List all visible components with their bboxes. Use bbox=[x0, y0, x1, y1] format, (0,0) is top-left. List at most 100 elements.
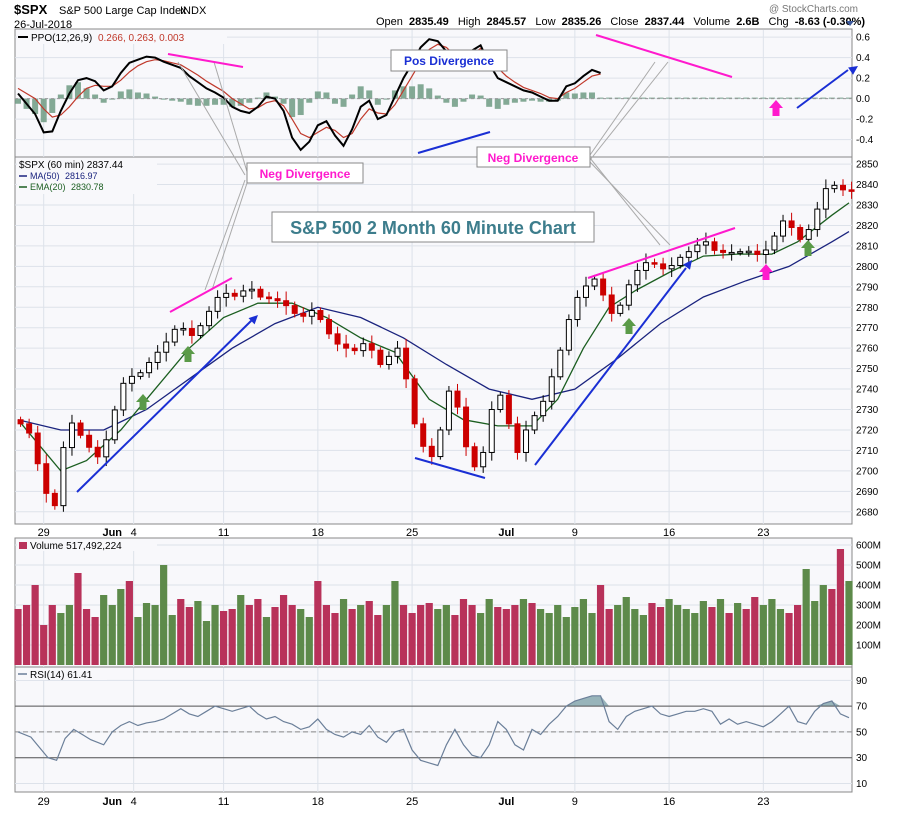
price-pos-divergence-line bbox=[414, 457, 486, 479]
volume-bar bbox=[562, 617, 570, 665]
candle-body bbox=[771, 235, 778, 251]
ppo-histogram-bar bbox=[49, 98, 56, 113]
neg-divergence-box-1 bbox=[246, 162, 364, 184]
ppo-histogram-bar bbox=[529, 98, 536, 101]
xtick-label-0-4: 18 bbox=[312, 527, 324, 539]
ppo-ytick-label-5: -0.4 bbox=[856, 135, 874, 146]
volume-bar bbox=[391, 581, 399, 665]
ppo-histogram-bar bbox=[126, 89, 133, 99]
pos-divergence-label: Pos Divergence bbox=[404, 54, 494, 68]
volume-bar bbox=[220, 611, 228, 665]
volume-bar bbox=[22, 605, 31, 665]
ppo-histogram-bar bbox=[366, 90, 373, 99]
green-up-arrow-icon-1 bbox=[136, 394, 150, 410]
candle-body bbox=[848, 189, 855, 192]
vol-ytick-label-3: 400M bbox=[856, 581, 881, 592]
volume-bar bbox=[399, 605, 408, 665]
open-label: Open bbox=[376, 16, 403, 28]
volume-bar bbox=[579, 599, 588, 665]
ppo-histogram-bar bbox=[571, 93, 578, 99]
ppo-histogram-bar bbox=[443, 98, 450, 103]
volume-bar bbox=[117, 589, 125, 665]
rsi-panel bbox=[14, 666, 853, 793]
ppo-histogram-bar bbox=[83, 88, 90, 99]
xtick-label-0-0: 29 bbox=[38, 527, 50, 539]
volume-bar bbox=[674, 605, 682, 665]
volume-bar bbox=[271, 607, 279, 665]
price-ytick-label-4: 2720 bbox=[856, 425, 879, 436]
candle-body bbox=[617, 304, 624, 314]
price-neg-divergence-line-1 bbox=[169, 277, 233, 313]
volume-bar bbox=[845, 581, 853, 665]
ppo-ytick-label-0: 0.6 bbox=[856, 33, 870, 44]
ppo-histogram-bar bbox=[383, 98, 390, 100]
ppo-histogram-bar bbox=[331, 98, 338, 104]
volume-bar bbox=[665, 599, 673, 665]
candle-body bbox=[840, 184, 847, 191]
ppo-histogram-bar bbox=[40, 98, 47, 123]
volume-bar bbox=[314, 581, 322, 665]
chart-exchange: INDX bbox=[180, 5, 207, 17]
ppo-histogram-bar bbox=[469, 94, 476, 99]
low-label: Low bbox=[535, 16, 555, 28]
volume-bar bbox=[339, 599, 348, 665]
ppo-uptrend-arrow-icon bbox=[848, 66, 858, 75]
chart-index-name: S&P 500 Large Cap Index bbox=[59, 5, 187, 17]
callout-pointer bbox=[589, 161, 671, 246]
high-label: High bbox=[458, 16, 481, 28]
ema20-legend-label: EMA(20) 2830.78 bbox=[30, 182, 104, 192]
volume-bar bbox=[459, 599, 468, 665]
candle-body bbox=[60, 447, 67, 507]
ppo-histogram-bar bbox=[263, 92, 270, 99]
callout-pointer bbox=[589, 157, 661, 246]
candle-body bbox=[642, 262, 649, 271]
ppo-pos-divergence-line bbox=[417, 131, 491, 154]
xtick-label-1-3: 11 bbox=[218, 796, 229, 808]
volume-bar bbox=[177, 599, 185, 665]
ppo-histogram-bar bbox=[657, 97, 664, 99]
volume-bar bbox=[434, 609, 442, 665]
callout-pointer bbox=[589, 61, 669, 161]
ppo-histogram-bar bbox=[400, 86, 407, 99]
volume-bar bbox=[194, 601, 202, 665]
ppo-histogram-bar bbox=[92, 94, 99, 99]
candle-body bbox=[291, 305, 298, 314]
candle-body bbox=[600, 278, 607, 296]
callout-pointer bbox=[204, 179, 246, 291]
volume-bar bbox=[588, 613, 596, 665]
ppo-histogram-bar bbox=[349, 94, 356, 99]
ppo-histogram-bar bbox=[717, 97, 724, 99]
neg-divergence-label-2: Neg Divergence bbox=[488, 151, 579, 165]
watermark: @ StockCharts.com bbox=[769, 4, 858, 15]
candle-body bbox=[334, 333, 341, 345]
uptrend-arrow-icon-2 bbox=[683, 260, 692, 270]
chg-down-arrow-icon bbox=[846, 21, 854, 26]
volume-bar bbox=[451, 615, 459, 665]
ppo-uptrend-line bbox=[796, 69, 849, 109]
candle-body bbox=[754, 250, 761, 255]
ppo-histogram-bar bbox=[820, 97, 827, 99]
open-value: 2835.49 bbox=[409, 16, 449, 28]
axis-labels: 0.6 0.4 0.2 0.0 -0.2 -0.4 2680 2690 2700 2710 2720… bbox=[38, 33, 881, 808]
rsi-ytick-label-0: 10 bbox=[856, 779, 868, 790]
candle-body bbox=[325, 319, 332, 335]
ppo-histogram-bar bbox=[777, 97, 784, 99]
rsi-ytick-label-2: 50 bbox=[856, 727, 868, 738]
volume-bar bbox=[571, 607, 579, 665]
ppo-histogram-bar bbox=[837, 97, 844, 99]
candle-body bbox=[445, 390, 452, 431]
volume-bar bbox=[656, 607, 665, 665]
neg-divergence-box-2 bbox=[476, 146, 591, 168]
low-value: 2835.26 bbox=[562, 16, 602, 28]
candle-body bbox=[505, 394, 512, 425]
volume-bar bbox=[528, 603, 536, 665]
ppo-histogram-bar bbox=[563, 92, 570, 99]
volume-bar bbox=[596, 585, 605, 665]
volume-bar bbox=[468, 605, 476, 665]
ppo-histogram-bar bbox=[503, 98, 510, 105]
candle-body bbox=[377, 349, 384, 366]
price-ytick-label-5: 2730 bbox=[856, 405, 879, 416]
xtick-label-1-1: Jun bbox=[102, 796, 122, 808]
volume-bar bbox=[245, 605, 253, 665]
